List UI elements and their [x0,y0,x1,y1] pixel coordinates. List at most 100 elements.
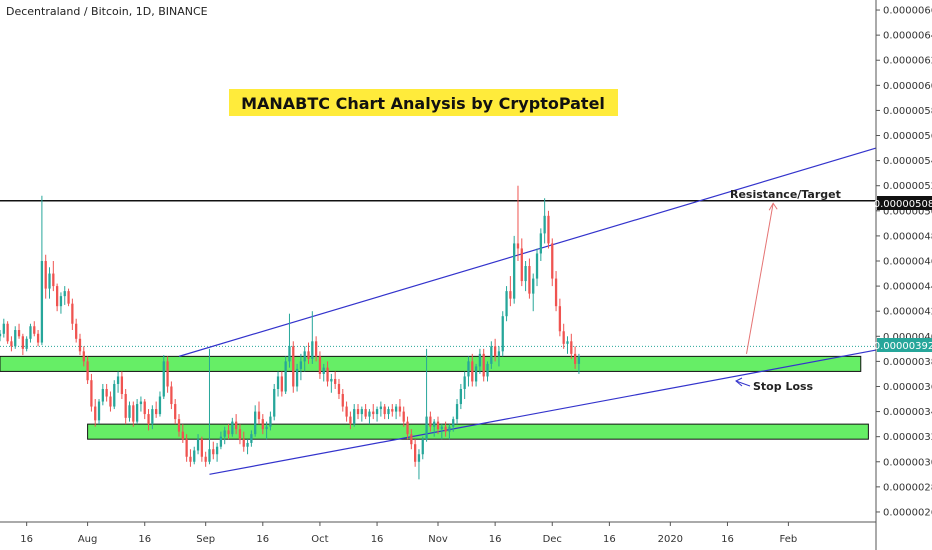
candle-up [490,346,493,364]
stop-loss-arrow-head [735,377,743,387]
candle-down [189,456,192,462]
candle-down [75,323,78,339]
candle-up [40,261,44,343]
candle-up [566,341,569,344]
candle-up [14,330,17,347]
candle-down [181,431,184,440]
y-tick-label: 0.00000580 [883,106,932,117]
y-tick-label: 0.00000360 [883,382,932,393]
candle-down [185,439,188,457]
candle-up [128,405,131,418]
candle-up [387,409,390,415]
candle-up [505,291,508,317]
y-tick-label: 0.00000280 [883,482,932,493]
candle-down [71,303,74,324]
candle-down [21,336,24,349]
candle-down [55,286,59,307]
banner-title: MANABTC Chart Analysis by CryptoPatel [241,94,605,113]
candle-down [86,361,89,381]
y-tick-label: 0.00000340 [883,407,932,418]
price-axis[interactable]: 0.00000660 0.00000640 0.00000620 0.00000600… [875,0,932,550]
x-tick-label: 16 [371,534,384,545]
candle-down [212,449,215,455]
candle-up [196,439,200,451]
candle-up [250,434,253,443]
candle-down [280,376,283,392]
candle-down [493,346,497,357]
candle-down [573,353,577,364]
candle-down [516,243,520,249]
candle-up [501,316,504,352]
stop-loss-label: Stop Loss [753,380,814,393]
y-tick-label: 0.00000480 [883,231,932,242]
candle-down [204,456,207,462]
candle-down [528,266,531,294]
candle-up [231,421,234,435]
candle-up [486,363,489,377]
candle-down [6,323,9,342]
x-tick-label: 16 [603,534,616,545]
candles-layer [0,185,581,480]
support-zone [87,423,869,440]
candle-down [345,406,348,417]
candle-up [135,404,139,422]
candle-down [124,394,127,418]
candle-up [425,416,428,440]
y-tick-label: 0.00000560 [883,131,932,142]
candle-up [577,356,581,364]
x-tick-label: 2020 [658,534,683,545]
time-axis[interactable]: 16 Aug 16 Sep 16 Oct 16 Nov 16 Dec 16 2020 16 Feb [0,521,876,545]
candle-up [139,401,143,405]
candle-down [356,409,360,415]
candle-down [82,351,85,362]
candle-down [364,409,367,417]
y-tick-label: 0.00000320 [883,432,932,443]
candle-up [535,253,539,279]
candle-down [94,406,97,421]
candle-down [554,278,558,307]
candle-up [474,366,478,382]
candle-up [97,401,101,421]
candle-down [17,330,21,337]
candle-up [2,323,5,334]
lower-channel-line [209,349,877,475]
candle-up [25,338,28,349]
resistance-label: Resistance/Target [730,188,841,201]
candle-up [246,442,249,447]
candle-down [307,351,310,359]
candle-up [497,351,501,357]
y-tick-label: 0.00000640 [883,31,932,42]
candle-down [261,419,264,430]
candle-down [44,261,47,289]
y-tick-label: 0.00000520 [883,181,932,192]
candle-up [417,454,421,462]
candle-down [318,356,322,374]
candle-up [478,353,482,367]
y-tick-label: 0.00000500 [883,206,932,217]
candle-up [322,367,325,374]
current-price-tag [877,338,932,352]
candle-down [383,406,386,415]
candle-up [223,430,226,437]
x-tick-label: Nov [428,534,448,545]
candle-down [166,361,169,387]
candle-up [433,421,436,427]
candle-down [429,416,432,427]
candle-up [101,388,104,402]
candle-up [440,426,443,430]
current-price-text: 0.00000392 [874,341,932,352]
candle-up [524,266,527,282]
candle-down [52,273,55,287]
candle-down [337,383,341,395]
candle-down [120,376,124,395]
candle-up [455,404,459,420]
banner-background [229,89,618,116]
candle-down [444,426,447,432]
y-tick-label: 0.00000260 [883,507,932,518]
trendline-layer [0,147,877,475]
candle-down [551,243,554,279]
y-tick-label: 0.00000440 [883,282,932,293]
candle-up [116,376,120,384]
candle-up [375,409,379,415]
